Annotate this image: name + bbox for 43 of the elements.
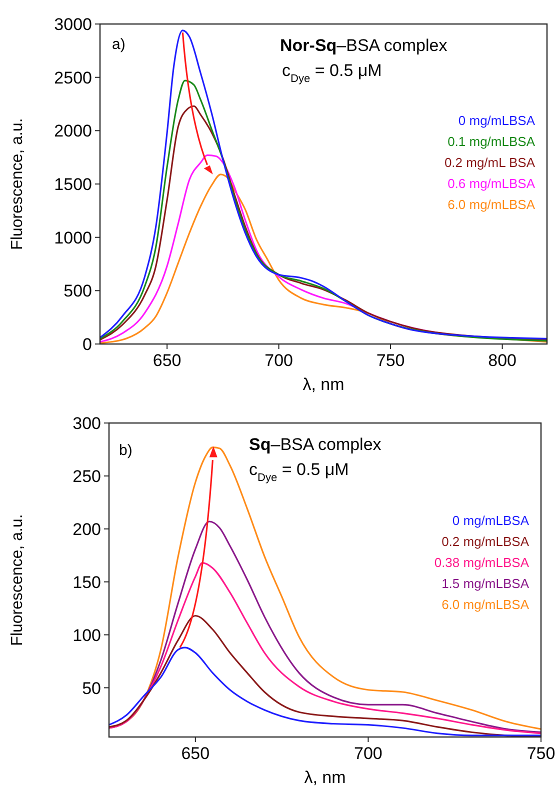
annotation: c$_{Dye}$ = 0.5 μM (282, 61, 382, 85)
text: 1.5 mg/mLBSA (442, 576, 530, 591)
y-tick-label: 50 (82, 678, 101, 698)
x-tick-label: 650 (152, 351, 182, 370)
y-tick-label: 1000 (54, 228, 92, 248)
text: 0.2 mg/mL BSA (444, 155, 536, 170)
text: 6.0 mg/mLBSA (448, 197, 536, 212)
x-tick-label: 700 (354, 744, 382, 763)
annotation: Sq–BSA complex (249, 435, 382, 454)
y-tick-label: 200 (72, 520, 101, 539)
text: 0.38 mg/mLBSA (434, 555, 530, 570)
x-tick-label: 650 (181, 744, 210, 763)
y-tick-label: 2500 (54, 68, 92, 88)
x-axis-title: λ, nm (304, 768, 346, 787)
annotation: c$_{Dye}$ = 0.5 μM (249, 460, 349, 484)
y-tick-label: 0 (82, 335, 92, 354)
text: 0.6 mg/mLBSA (448, 176, 536, 191)
x-tick-label: 700 (264, 351, 293, 370)
x-tick-label: 800 (488, 351, 516, 370)
x-axis-title: λ, nm (302, 375, 344, 394)
y-tick-label: 2000 (54, 122, 92, 141)
text: 0 mg/mLBSA (452, 513, 530, 528)
y-tick-label: 300 (72, 414, 101, 433)
text: 0.1 mg/mLBSA (448, 134, 536, 149)
text: 6.0 mg/mLBSA (442, 597, 530, 612)
annotation: b) (119, 442, 132, 459)
y-axis-title: Fluorescence, a.u. (9, 118, 26, 250)
y-tick-label: 3000 (54, 15, 92, 34)
x-tick-label: 750 (376, 351, 405, 370)
y-tick-label: 500 (64, 282, 92, 301)
y-tick-label: 1500 (54, 175, 92, 194)
line-series (109, 646, 541, 736)
line-series (109, 614, 541, 737)
text: 0.2 mg/mLBSA (442, 534, 530, 549)
y-tick-label: 250 (72, 466, 101, 486)
line-series (100, 30, 547, 340)
y-axis-title: Fluorescence, a.u. (9, 514, 26, 646)
x-tick-label: 750 (526, 744, 556, 763)
y-tick-label: 100 (72, 626, 101, 645)
text: 0 mg/mLBSA (458, 113, 536, 128)
annotation: Nor-Sq–BSA complex (280, 36, 448, 55)
annotation: a) (112, 36, 126, 53)
y-tick-label: 150 (72, 572, 101, 592)
